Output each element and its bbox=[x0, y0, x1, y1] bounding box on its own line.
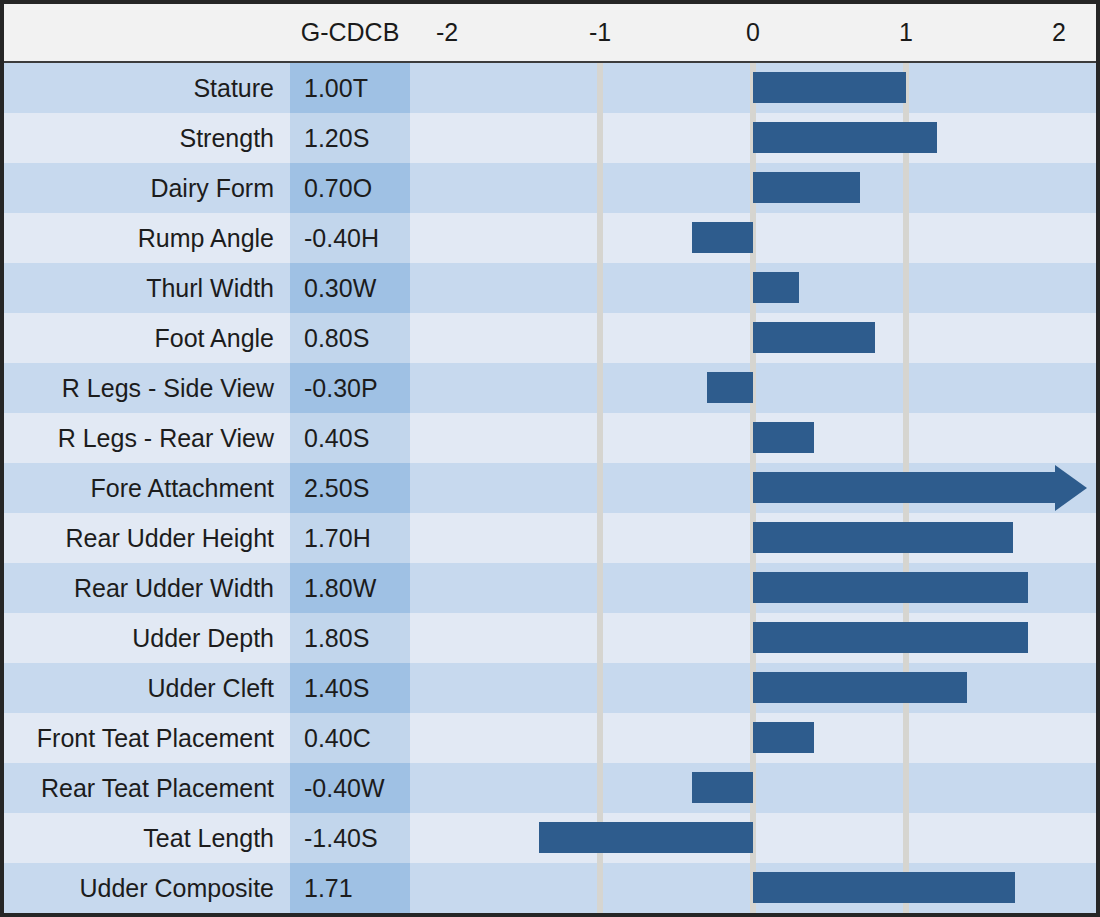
trait-label: Dairy Form bbox=[4, 163, 274, 213]
trait-row: Rear Teat Placement -0.40W bbox=[4, 763, 1096, 813]
chart-header: G-CDCB -2 -1 0 1 2 bbox=[4, 4, 1096, 63]
trait-row: Rear Udder Width 1.80W bbox=[4, 563, 1096, 613]
trait-label: Rear Udder Width bbox=[4, 563, 274, 613]
x-tick-label: 2 bbox=[1052, 4, 1066, 61]
trait-label: Udder Composite bbox=[4, 863, 274, 913]
trait-row: Udder Cleft 1.40S bbox=[4, 663, 1096, 713]
trait-row: Udder Composite 1.71 bbox=[4, 863, 1096, 913]
x-tick-label: 0 bbox=[746, 4, 760, 61]
trait-bar bbox=[753, 122, 937, 153]
trait-label: Udder Cleft bbox=[4, 663, 274, 713]
trait-value: -0.40W bbox=[290, 763, 410, 813]
trait-label: Foot Angle bbox=[4, 313, 274, 363]
trait-value: 1.00T bbox=[290, 63, 410, 113]
trait-value: 1.80S bbox=[290, 613, 410, 663]
x-tick-label: 1 bbox=[899, 4, 913, 61]
trait-row: Dairy Form 0.70O bbox=[4, 163, 1096, 213]
trait-label: Teat Length bbox=[4, 813, 274, 863]
value-column-header: G-CDCB bbox=[301, 4, 400, 61]
x-tick-label: -2 bbox=[436, 4, 458, 61]
trait-row: Teat Length -1.40S bbox=[4, 813, 1096, 863]
trait-label: Udder Depth bbox=[4, 613, 274, 663]
trait-value: 1.71 bbox=[290, 863, 410, 913]
trait-bar bbox=[753, 672, 967, 703]
sta-trait-chart: G-CDCB -2 -1 0 1 2 Stature 1.00T Strength 1.20S… bbox=[0, 0, 1100, 917]
trait-value: 0.40S bbox=[290, 413, 410, 463]
chart-body: Stature 1.00T Strength 1.20S Dairy Form 0.70O… bbox=[4, 63, 1096, 913]
trait-label: Fore Attachment bbox=[4, 463, 274, 513]
trait-row: Fore Attachment 2.50S bbox=[4, 463, 1096, 513]
trait-row: R Legs - Side View -0.30P bbox=[4, 363, 1096, 413]
trait-bar bbox=[753, 572, 1028, 603]
trait-bar bbox=[753, 522, 1013, 553]
trait-bar bbox=[539, 822, 753, 853]
trait-label: Front Teat Placement bbox=[4, 713, 274, 763]
trait-value: 1.80W bbox=[290, 563, 410, 613]
trait-row: Rump Angle -0.40H bbox=[4, 213, 1096, 263]
trait-row: Front Teat Placement 0.40C bbox=[4, 713, 1096, 763]
trait-label: Stature bbox=[4, 63, 274, 113]
trait-label: Thurl Width bbox=[4, 263, 274, 313]
trait-bar bbox=[753, 872, 1015, 903]
trait-value: 1.20S bbox=[290, 113, 410, 163]
trait-row: Strength 1.20S bbox=[4, 113, 1096, 163]
trait-value: -0.40H bbox=[290, 213, 410, 263]
trait-value: -0.30P bbox=[290, 363, 410, 413]
trait-label: Rear Teat Placement bbox=[4, 763, 274, 813]
x-tick-label: -1 bbox=[589, 4, 611, 61]
trait-bar bbox=[753, 472, 1055, 503]
trait-label: Rump Angle bbox=[4, 213, 274, 263]
trait-bar bbox=[753, 722, 814, 753]
trait-label: R Legs - Side View bbox=[4, 363, 274, 413]
trait-bar bbox=[692, 772, 753, 803]
trait-label: R Legs - Rear View bbox=[4, 413, 274, 463]
trait-bar bbox=[692, 222, 753, 253]
trait-row: Foot Angle 0.80S bbox=[4, 313, 1096, 363]
trait-bar bbox=[753, 272, 799, 303]
trait-value: 0.40C bbox=[290, 713, 410, 763]
overflow-arrowhead-icon bbox=[1055, 465, 1087, 511]
trait-label: Strength bbox=[4, 113, 274, 163]
trait-bar bbox=[753, 172, 860, 203]
trait-row: Thurl Width 0.30W bbox=[4, 263, 1096, 313]
trait-bar bbox=[753, 322, 875, 353]
trait-value: 0.30W bbox=[290, 263, 410, 313]
trait-value: -1.40S bbox=[290, 813, 410, 863]
trait-value: 2.50S bbox=[290, 463, 410, 513]
trait-bar bbox=[753, 622, 1028, 653]
trait-value: 1.70H bbox=[290, 513, 410, 563]
trait-bar bbox=[753, 72, 906, 103]
trait-label: Rear Udder Height bbox=[4, 513, 274, 563]
trait-row: Rear Udder Height 1.70H bbox=[4, 513, 1096, 563]
trait-row: R Legs - Rear View 0.40S bbox=[4, 413, 1096, 463]
trait-value: 1.40S bbox=[290, 663, 410, 713]
trait-bar bbox=[707, 372, 753, 403]
vertical-gridline bbox=[597, 63, 603, 913]
trait-row: Stature 1.00T bbox=[4, 63, 1096, 113]
trait-row: Udder Depth 1.80S bbox=[4, 613, 1096, 663]
trait-bar bbox=[753, 422, 814, 453]
trait-value: 0.70O bbox=[290, 163, 410, 213]
trait-value: 0.80S bbox=[290, 313, 410, 363]
